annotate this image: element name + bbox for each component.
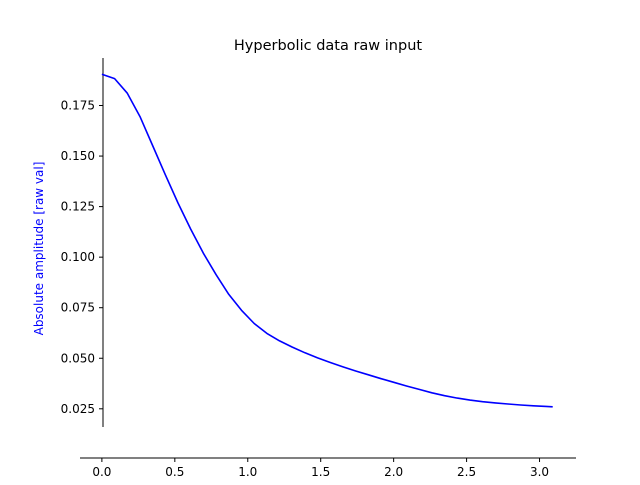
x-tick-label: 0.5	[165, 465, 184, 479]
y-axis-ticks: 0.025 0.050 0.075 0.100 0.125 0.150 0.175	[61, 99, 103, 416]
series-line	[101, 73, 553, 408]
y-tick-label: 0.075	[61, 301, 95, 315]
y-tick-label: 0.100	[61, 250, 95, 264]
y-tick-label: 0.125	[61, 200, 95, 214]
chart-title: Hyperbolic data raw input	[234, 38, 422, 54]
x-tick-label: 1.0	[238, 465, 257, 479]
y-tick-label: 0.050	[61, 351, 95, 365]
x-tick-label: 2.0	[384, 465, 403, 479]
x-tick-label: 1.5	[311, 465, 330, 479]
y-tick-label: 0.025	[61, 402, 95, 416]
x-tick-label: 2.5	[457, 465, 476, 479]
x-axis-ticks: 0.0 0.5 1.0 1.5 2.0 2.5 3.0	[92, 458, 549, 479]
x-tick-label: 0.0	[92, 465, 111, 479]
y-tick-label: 0.150	[61, 149, 95, 163]
y-tick-label: 0.175	[61, 99, 95, 113]
x-tick-label: 3.0	[530, 465, 549, 479]
y-axis-label: Absolute amplitude [raw val]	[32, 162, 46, 336]
